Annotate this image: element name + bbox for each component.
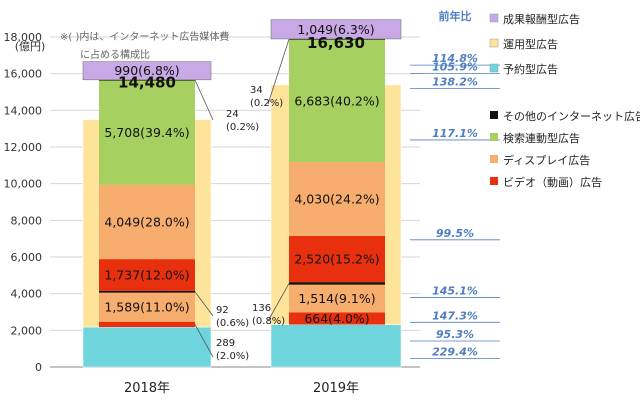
bar-segment bbox=[99, 292, 195, 322]
bar-total-label: 16,630 bbox=[307, 34, 365, 52]
legend-label: 成果報酬型広告 bbox=[503, 12, 580, 26]
segment-label: 1,737(12.0%) bbox=[104, 268, 189, 283]
segment-label: 1,049(6.3%) bbox=[297, 22, 374, 37]
x-axis: 2018年 2019年 bbox=[124, 381, 359, 396]
y-tick-label: 12,000 bbox=[4, 141, 43, 154]
callout-percent: (0.2%) bbox=[250, 98, 283, 109]
segment-label: 2,520(15.2%) bbox=[294, 252, 379, 267]
callout-leader bbox=[267, 283, 290, 322]
legend-label: 予約型広告 bbox=[503, 62, 558, 76]
bar-segment bbox=[289, 235, 385, 283]
footnote-line-1: ※( )内は、インターネット広告媒体費 bbox=[60, 30, 229, 43]
bar-segment bbox=[289, 38, 385, 40]
segment-label: 4,049(28.0%) bbox=[104, 214, 189, 229]
legend: 成果報酬型広告運用型広告予約型広告その他のインターネット広告検索連動型広告ディス… bbox=[489, 12, 640, 189]
legend-swatch bbox=[489, 38, 499, 48]
bar-segment-reserved bbox=[82, 326, 212, 368]
segment-label: 6,683(40.2%) bbox=[294, 93, 379, 108]
segment-label: 5,708(39.4%) bbox=[104, 125, 189, 140]
segment-label: 1,589(11.0%) bbox=[104, 300, 189, 315]
y-tick-label: 18,000 bbox=[4, 31, 43, 44]
bar-segment bbox=[99, 259, 195, 291]
yoy-value: 138.2% bbox=[432, 75, 478, 88]
bars bbox=[82, 19, 402, 368]
y-tick-label: 6,000 bbox=[11, 251, 43, 264]
y-tick-label: 4,000 bbox=[11, 288, 43, 301]
callout-percent: (0.6%) bbox=[216, 318, 249, 329]
y-axis-unit: (億円) bbox=[15, 40, 46, 53]
year-over-year-column: 前年比 114.8%105.9% 138.2% 117.1% 99.5% 145.1% 1… bbox=[410, 9, 500, 360]
legend-swatch bbox=[490, 155, 498, 163]
callout-percent: (0.8%) bbox=[252, 316, 285, 327]
callout-leader bbox=[194, 324, 214, 358]
legend-label: ディスプレイ広告 bbox=[503, 153, 590, 167]
yoy-value: 229.4% bbox=[432, 346, 478, 359]
yoy-value: 114.8% bbox=[432, 52, 478, 65]
bar-segment bbox=[289, 162, 385, 236]
yoy-value: 145.1% bbox=[432, 285, 478, 298]
bar-segment-reserved bbox=[270, 324, 402, 368]
bar-segment bbox=[82, 61, 212, 81]
callout-value: 24 bbox=[226, 109, 239, 120]
yoy-value: 95.3% bbox=[436, 328, 474, 341]
small-segment-callouts: 24 (0.2%) 92 (0.6%) 289 (2.0%) 34 (0.2%) 136 (0.8… bbox=[194, 39, 290, 362]
footnote-line-2: に占める構成比 bbox=[80, 48, 150, 61]
bar-segment bbox=[289, 284, 385, 313]
x-tick-label: 2018年 bbox=[124, 381, 170, 396]
callout-leader bbox=[194, 79, 214, 121]
y-tick-label: 0 bbox=[35, 361, 42, 374]
legend-swatch bbox=[489, 13, 499, 23]
bar-segment bbox=[99, 321, 195, 328]
y-tick-label: 2,000 bbox=[11, 324, 43, 337]
callout-percent: (0.2%) bbox=[226, 122, 259, 133]
callout-value: 136 bbox=[252, 303, 271, 314]
callout-value: 92 bbox=[216, 305, 229, 316]
legend-swatch bbox=[490, 177, 498, 185]
bar-segment bbox=[289, 282, 385, 285]
segment-label: 1,514(9.1%) bbox=[298, 291, 375, 306]
legend-label: 検索連動型広告 bbox=[503, 131, 580, 145]
bar-segment bbox=[99, 290, 195, 293]
bar-segment bbox=[99, 79, 195, 81]
bar-segment bbox=[289, 39, 385, 163]
legend-swatch bbox=[490, 111, 498, 119]
yoy-header: 前年比 bbox=[439, 9, 472, 23]
callout-value: 289 bbox=[216, 338, 235, 349]
bar-labels: 1,589(11.0%) 1,737(12.0%) 4,049(28.0%) 5,70… bbox=[104, 22, 379, 326]
bar-segment bbox=[99, 80, 195, 185]
segment-label: 990(6.8%) bbox=[114, 63, 179, 78]
x-tick-label: 2019年 bbox=[313, 381, 359, 396]
legend-label: 運用型広告 bbox=[503, 37, 558, 51]
y-tick-label: 8,000 bbox=[11, 214, 43, 227]
legend-swatch bbox=[489, 63, 499, 73]
legend-label: ビデオ（動画）広告 bbox=[503, 175, 602, 189]
bar-segment bbox=[270, 19, 402, 40]
bar-segment bbox=[99, 184, 195, 260]
callout-percent: (2.0%) bbox=[216, 351, 249, 362]
yoy-value: 99.5% bbox=[436, 227, 474, 240]
legend-label: その他のインターネット広告 bbox=[503, 110, 640, 123]
y-tick-label: 10,000 bbox=[4, 178, 43, 191]
callout-leader bbox=[267, 39, 290, 105]
legend-swatch bbox=[490, 133, 498, 141]
segment-label: 664(4.0%) bbox=[304, 311, 369, 326]
y-axis: (億円) 0 2,000 4,000 6,000 8,000 10,000 12,000 14… bbox=[4, 31, 46, 374]
callout-value: 34 bbox=[250, 85, 263, 96]
bar-total-label: 14,480 bbox=[118, 74, 176, 92]
footnote: ※( )内は、インターネット広告媒体費 に占める構成比 bbox=[60, 30, 229, 61]
yoy-value: 105.9% bbox=[432, 60, 478, 73]
yoy-value: 117.1% bbox=[432, 127, 478, 140]
y-tick-label: 14,000 bbox=[4, 104, 43, 117]
y-tick-label: 16,000 bbox=[4, 68, 43, 81]
segment-label: 4,030(24.2%) bbox=[294, 192, 379, 207]
callout-leader bbox=[194, 291, 214, 317]
yoy-value: 147.3% bbox=[432, 309, 478, 322]
bar-segment bbox=[289, 312, 385, 325]
